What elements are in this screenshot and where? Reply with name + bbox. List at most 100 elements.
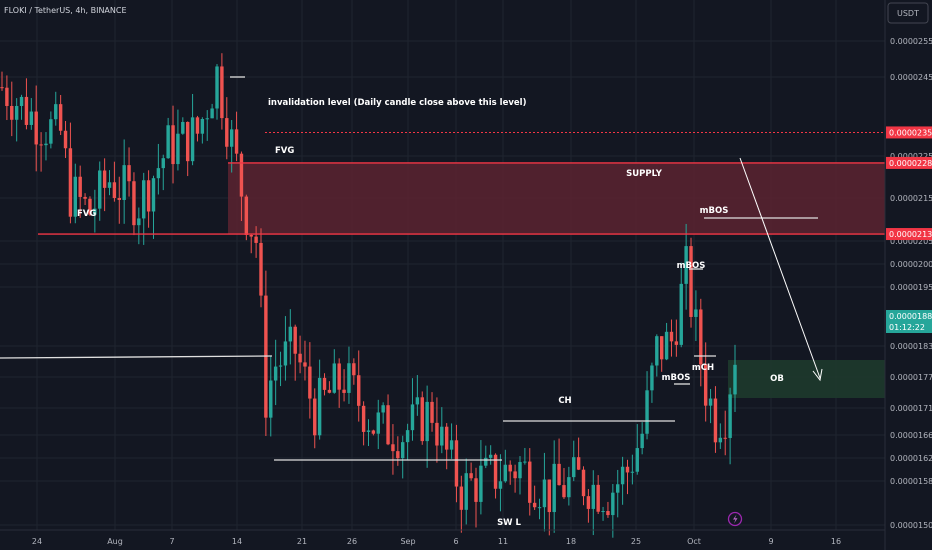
candle [410, 378, 415, 441]
candle [0, 71, 4, 91]
candle [601, 506, 605, 521]
candle [254, 226, 258, 258]
candle [655, 334, 659, 377]
annotation-label[interactable]: mBOS [700, 206, 729, 216]
candle [298, 335, 302, 374]
candle [185, 121, 190, 177]
candle [342, 369, 346, 402]
candle [630, 454, 635, 485]
candle [166, 117, 170, 159]
candle [542, 452, 547, 532]
candles [0, 53, 737, 538]
candle [63, 121, 68, 158]
annotations: invalidation level (Daily candle close a… [77, 98, 784, 528]
time-axis[interactable]: 24 Aug 7 14 21 26 Sep 6 11 18 25 Oct 9 16 [32, 537, 841, 546]
candle [459, 475, 464, 533]
candle [376, 399, 380, 450]
symbol-title[interactable]: FLOKI / TetherUS, 4h, BINANCE [4, 6, 127, 15]
candle [508, 460, 512, 485]
candle [513, 464, 517, 493]
candle [29, 98, 34, 130]
candle [200, 117, 205, 144]
candle [220, 53, 224, 130]
candle [659, 336, 664, 372]
annotation-label[interactable]: FVG [77, 209, 96, 219]
currency-button[interactable]: USDT [897, 9, 919, 18]
candle [552, 440, 556, 533]
candle [83, 193, 87, 205]
candle [425, 385, 429, 468]
candle [664, 322, 669, 361]
candle [611, 484, 615, 538]
annotation-label[interactable]: FVG [275, 146, 294, 156]
candle [107, 170, 112, 196]
candle [244, 194, 249, 241]
candle [640, 422, 644, 455]
annotation-label[interactable]: SUPPLY [626, 169, 663, 179]
candle [405, 423, 410, 460]
candle [474, 467, 478, 528]
projection-arrow-line[interactable] [739, 157, 821, 379]
annotation-label[interactable]: mBOS [662, 373, 691, 383]
annotation-label[interactable]: SW L [497, 518, 521, 528]
supply-zone[interactable] [228, 162, 885, 235]
candle [181, 117, 185, 135]
x-tick-label: 25 [631, 537, 641, 546]
candle [137, 207, 141, 245]
candle [689, 237, 693, 328]
candle [39, 132, 43, 172]
candle [444, 423, 449, 470]
candle [278, 351, 283, 387]
candle [215, 64, 219, 120]
annotation-label[interactable]: CH [558, 396, 571, 406]
candle [259, 228, 263, 308]
candle [669, 319, 674, 357]
fvg-gap-line[interactable] [0, 355, 273, 359]
candle [645, 371, 649, 440]
price-tag-text: 0.00002132 [889, 230, 932, 239]
candle [493, 453, 498, 499]
candle [718, 423, 723, 449]
candle [127, 147, 131, 197]
candle [269, 355, 273, 437]
x-tick-label: 18 [566, 537, 576, 546]
price-tag-level: 0.00002286 [886, 156, 932, 169]
candle [396, 436, 400, 466]
candle [19, 94, 24, 120]
candle [122, 139, 126, 224]
annotation-label[interactable]: mCH [692, 363, 714, 373]
lightning-icon[interactable] [727, 511, 743, 527]
candle [591, 470, 595, 536]
annotation-label[interactable]: OB [770, 374, 784, 384]
candle [562, 468, 566, 499]
candle [303, 340, 307, 381]
candle [117, 176, 121, 224]
candle [273, 339, 278, 406]
candle [440, 407, 444, 454]
candle [616, 469, 620, 518]
candle [49, 111, 53, 149]
ob-zone[interactable] [728, 360, 885, 398]
candle [5, 75, 9, 121]
candle [723, 410, 727, 456]
candle [10, 81, 14, 137]
candle [503, 449, 508, 483]
currency-button-frame[interactable] [887, 2, 929, 24]
candle [694, 290, 698, 342]
candle [488, 445, 493, 465]
candle [679, 262, 683, 348]
candle [733, 344, 737, 412]
annotation-label[interactable]: mBOS [677, 261, 706, 271]
candle [249, 234, 253, 254]
annotation-label[interactable]: invalidation level (Daily candle close a… [268, 98, 527, 108]
candle [620, 456, 625, 505]
candle [44, 132, 48, 161]
candle [146, 170, 151, 228]
